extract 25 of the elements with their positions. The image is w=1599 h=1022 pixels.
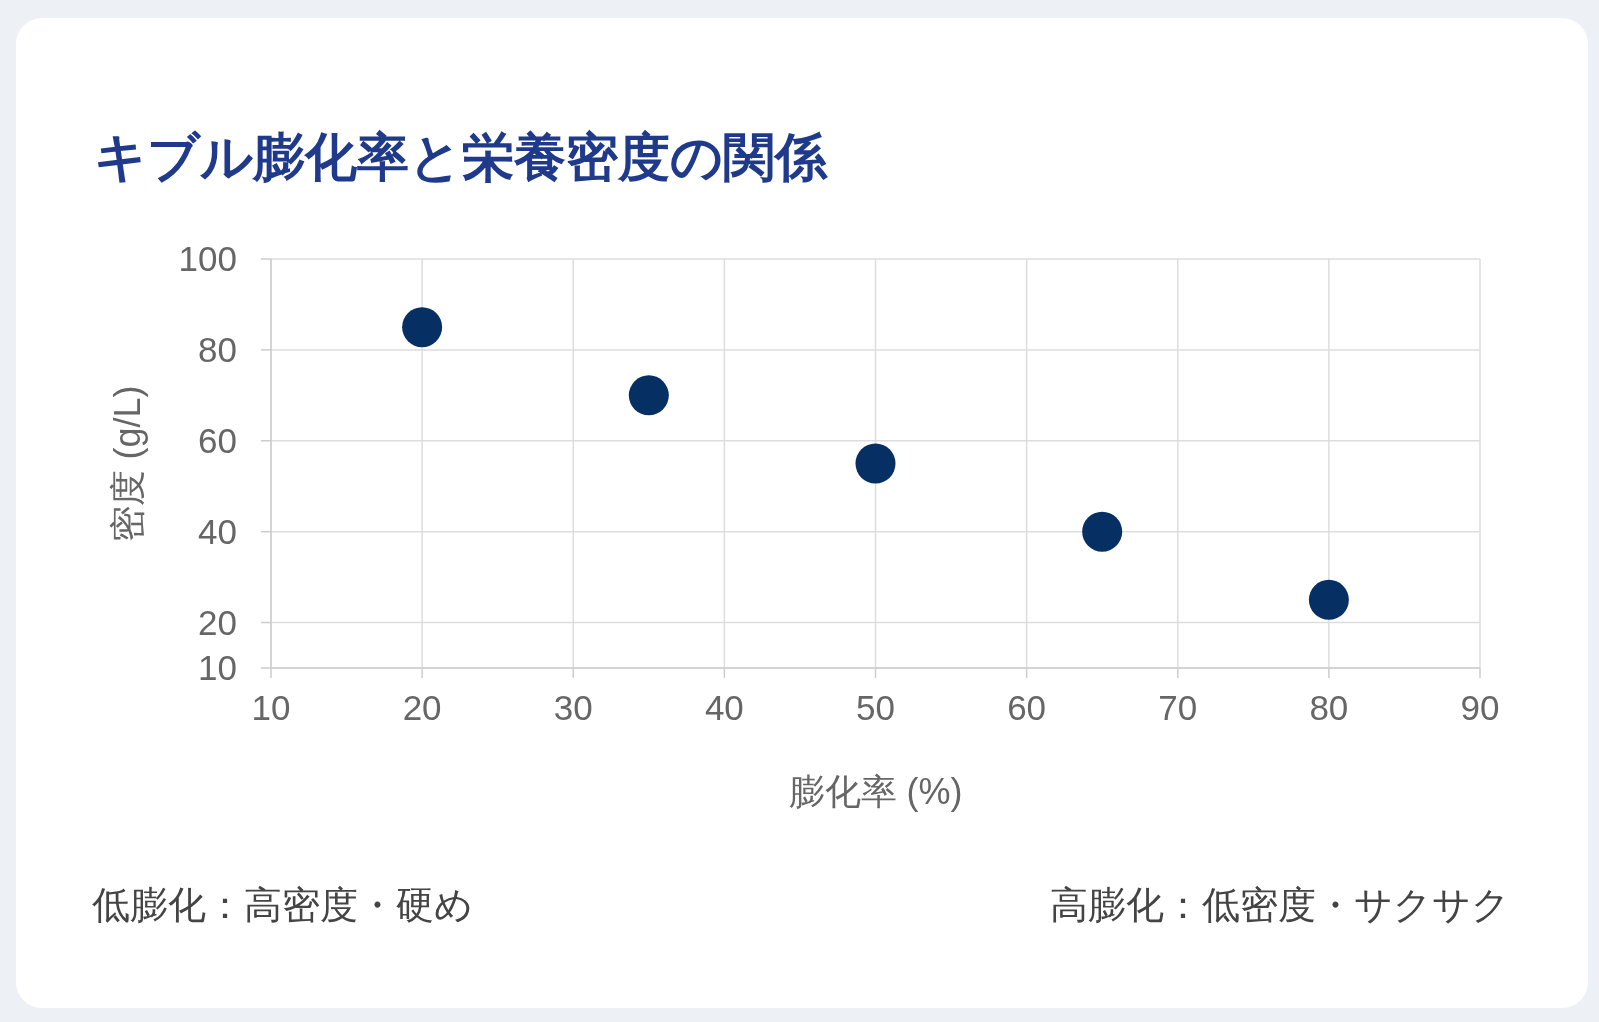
y-tick-label: 10 xyxy=(198,648,237,687)
x-tick-label: 10 xyxy=(251,688,291,727)
chart-title: キブル膨化率と栄養密度の関係 xyxy=(94,128,828,186)
x-tick-label: 60 xyxy=(1007,688,1047,727)
x-tick-label: 30 xyxy=(553,688,593,727)
y-tick-label: 60 xyxy=(198,420,237,460)
text: 高膨化：低密度・サクサク xyxy=(1050,884,1510,926)
y-tick-label: 20 xyxy=(198,602,237,642)
point xyxy=(402,307,443,348)
x-axis-title: 膨化率 (%) xyxy=(788,771,963,812)
x-tick-label: 20 xyxy=(402,688,442,727)
x-tick-label: 40 xyxy=(704,688,744,727)
x-tick-label: 70 xyxy=(1158,688,1198,727)
y-axis-title: 密度 (g/L) xyxy=(107,385,148,542)
x-tick-label: 50 xyxy=(856,688,895,727)
point xyxy=(855,443,896,484)
y-tick-label: 40 xyxy=(198,511,237,551)
x-tick-label: 90 xyxy=(1460,688,1500,727)
y-tick-label: 80 xyxy=(198,329,237,369)
point xyxy=(1308,579,1349,620)
point xyxy=(628,375,669,416)
point xyxy=(1082,511,1123,552)
y-tick-label: 100 xyxy=(178,239,237,278)
x-tick-label: 80 xyxy=(1309,688,1349,727)
text: 低膨化：高密度・硬め xyxy=(92,884,473,926)
